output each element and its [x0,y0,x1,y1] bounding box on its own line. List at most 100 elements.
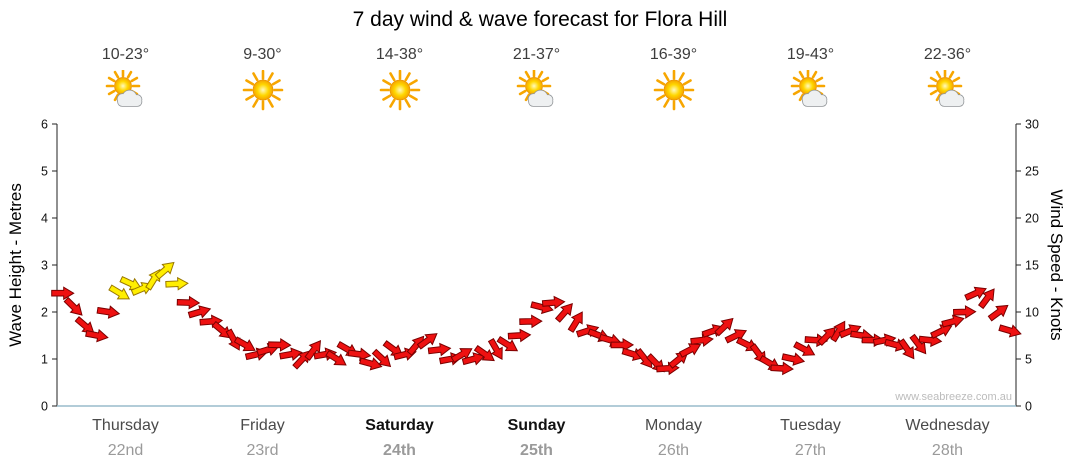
day-label: Tuesday [780,417,841,434]
weather-icon-wrap [788,68,834,112]
left-tick-label: 2 [41,306,48,320]
wind-arrow [507,328,532,343]
date-label: 24th [383,442,416,459]
right-tick-label: 10 [1025,306,1039,320]
wind-arrow [279,347,303,361]
temp-range: 21-37° [512,46,561,63]
wind-arrow [567,311,583,333]
sun-cloud-icon [790,68,827,107]
weather-icon-wrap [514,68,560,112]
wind-arrow [690,333,714,347]
wind-arrow [108,284,131,300]
day-label: Thursday [92,417,159,434]
wind-arrow [541,295,566,310]
day-label: Saturday [365,417,434,434]
weather-icon-wrap [240,69,286,112]
wind-arrow [621,347,645,362]
weather-icon-wrap [925,68,971,112]
wind-arrow [450,348,473,363]
wind-arrow [304,339,322,361]
wind-arrow [496,335,519,352]
left-tick-label: 4 [41,212,48,226]
day-label: Wednesday [905,417,990,434]
left-tick-label: 3 [41,259,48,273]
wind-arrow [610,338,635,352]
right-tick-label: 30 [1025,118,1039,132]
right-tick-label: 5 [1025,353,1032,367]
temp-range: 22-36° [923,46,972,63]
wind-arrow [793,341,816,356]
date-label: 25th [520,442,553,459]
wind-arrow [998,324,1022,338]
left-axis: 0 1 2 3 4 5 6 [41,118,58,414]
wind-arrow [154,261,175,280]
date-label: 22nd [107,442,144,459]
wind-arrow [371,348,392,368]
right-tick-label: 0 [1025,400,1032,414]
right-tick-label: 15 [1025,259,1039,273]
left-tick-label: 0 [41,400,48,414]
wind-arrow [233,336,256,352]
wind-arrow [781,352,806,366]
temp-range: 19-43° [786,46,835,63]
wind-arrow [941,314,965,328]
wind-arrow [909,333,927,355]
wind-arrow [898,338,915,360]
wind-arrow [838,324,862,339]
wind-arrow [953,305,977,319]
wind-arrow [724,329,748,344]
date-label: 26th [657,442,690,459]
wind-arrow [519,314,543,329]
weather-icon-wrap [377,69,423,112]
wind-arrow [416,333,438,350]
temp-range: 16-39° [649,46,698,63]
chart-title: 7 day wind & wave forecast for Flora Hil… [352,8,728,31]
temp-range: 9-30° [243,46,282,63]
day-label: Friday [240,417,285,434]
wind-arrow [63,296,83,316]
right-axis: 0 5 10 15 20 25 30 [1015,118,1039,414]
wind-arrow [461,352,486,366]
weather-icon-wrap [103,68,149,112]
wind-arrow [325,349,347,366]
temp-range: 10-23° [101,46,150,63]
weather-icon-wrap [651,69,697,112]
wind-arrow [165,276,189,291]
wind-arrow [85,328,109,343]
wind-arrow [770,361,794,376]
wind-arrow [176,295,201,310]
left-tick-label: 1 [41,353,48,367]
wind-arrow [211,320,232,339]
wind-arrow [987,304,1009,322]
wind-arrow [268,338,292,352]
wind-arrow [347,347,372,362]
wind-arrow [51,286,75,301]
wind-arrow [977,288,995,310]
sun-cloud-icon [105,68,142,107]
wind-arrow [678,343,702,358]
sun-icon [379,69,420,111]
wind-arrow [930,324,953,339]
day-label: Monday [645,417,702,434]
wind-arrow [487,337,503,360]
wind-arrow [187,305,212,319]
wind-arrow [427,342,452,357]
wind-arrow [359,357,383,371]
right-tick-label: 25 [1025,165,1039,179]
day-label: Sunday [507,417,566,434]
watermark: www.seabreeze.com.au [895,391,1012,403]
sun-cloud-icon [927,68,964,107]
wind-arrow [96,305,121,319]
wind-arrows [51,261,1022,376]
left-tick-label: 5 [41,165,48,179]
date-label: 23rd [246,442,279,459]
wind-arrow [830,320,846,343]
wind-arrow [473,345,495,362]
sun-icon [653,69,694,111]
date-label: 28th [931,442,964,459]
wind-arrow [714,317,734,337]
wind-arrow [554,303,573,323]
sun-icon [242,69,283,111]
sun-cloud-icon [516,68,553,107]
